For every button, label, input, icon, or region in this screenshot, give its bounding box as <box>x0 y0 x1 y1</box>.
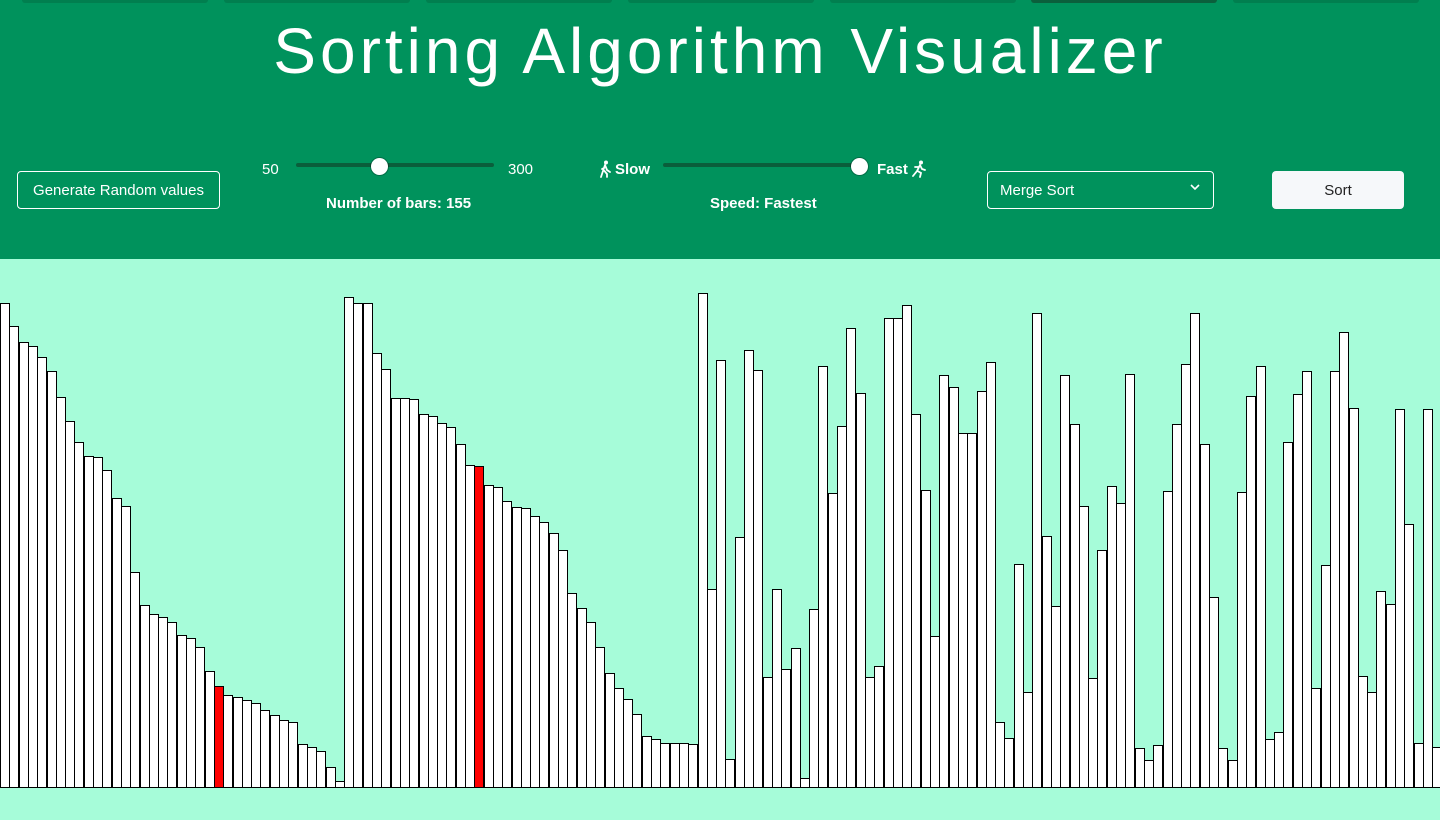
bar <box>1013 564 1024 788</box>
bar <box>1255 366 1266 788</box>
speed-slider-track[interactable] <box>663 163 859 167</box>
bar <box>1302 371 1312 788</box>
bars-slider-thumb[interactable] <box>371 158 389 175</box>
nav-tab[interactable] <box>1233 0 1419 3</box>
speed-slow-label: Slow <box>615 161 651 178</box>
nav-tab[interactable] <box>22 0 208 3</box>
algorithm-select[interactable]: Merge Sort <box>987 171 1214 209</box>
algorithm-select-value: Merge Sort <box>1000 181 1075 199</box>
generate-random-button[interactable]: Generate Random values <box>17 171 220 209</box>
header: Sorting Algorithm Visualizer Generate Ra… <box>0 0 1440 259</box>
bars-canvas <box>0 259 1440 820</box>
bars-max-label: 300 <box>508 161 534 178</box>
bar <box>1422 409 1433 788</box>
nav-tab[interactable] <box>830 0 1016 3</box>
bar <box>1404 524 1415 788</box>
bar <box>1432 747 1440 788</box>
nav-tab[interactable] <box>628 0 814 3</box>
nav-tab-active[interactable] <box>1031 0 1217 3</box>
bar <box>716 360 727 788</box>
nav-tabs <box>0 0 1440 4</box>
bar <box>325 767 336 788</box>
bar <box>753 370 764 788</box>
speed-slider-thumb[interactable] <box>851 158 868 175</box>
nav-tab[interactable] <box>224 0 410 3</box>
page-title: Sorting Algorithm Visualizer <box>273 15 1167 87</box>
speed-caption: Speed: Fastest <box>710 195 817 212</box>
bar <box>697 293 708 788</box>
bar <box>855 393 866 788</box>
bars-slider-track[interactable] <box>296 163 494 167</box>
bars-count-label: Number of bars: 155 <box>326 195 472 212</box>
bar <box>790 648 801 788</box>
chevron-down-icon <box>1190 184 1200 191</box>
bar <box>985 362 996 788</box>
nav-tab[interactable] <box>426 0 612 3</box>
sort-button[interactable]: Sort <box>1272 171 1404 209</box>
bars-min-label: 50 <box>262 161 279 178</box>
bar <box>1209 597 1219 788</box>
bar <box>1078 506 1089 788</box>
speed-fast-label: Fast <box>877 161 908 178</box>
running-icon <box>912 160 926 178</box>
walking-icon <box>599 160 612 178</box>
bar <box>1348 408 1359 788</box>
bar <box>1125 374 1136 788</box>
